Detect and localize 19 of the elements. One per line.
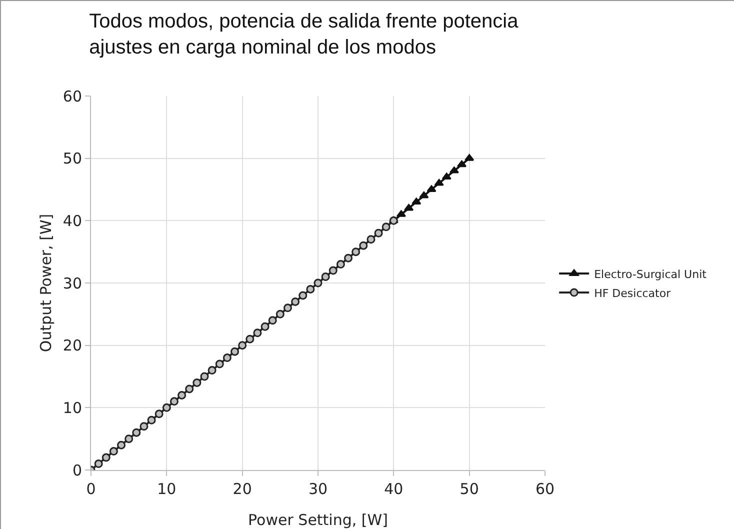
x-tick-label: 50 (460, 480, 479, 498)
y-tick-label: 60 (62, 87, 82, 106)
y-tick-label: 40 (62, 212, 82, 230)
y-tick-label: 0 (72, 461, 82, 480)
x-tick-label: 0 (86, 480, 96, 498)
legend-label: Electro-Surgical Unit (594, 268, 708, 281)
legend-label: HF Desiccator (594, 286, 672, 300)
y-tick-label: 20 (62, 336, 82, 355)
x-tick-label: 20 (232, 480, 252, 498)
x-tick-label: 40 (384, 480, 404, 498)
x-axis-title: Power Setting, [W] (248, 511, 388, 529)
y-tick-label: 30 (62, 274, 82, 292)
x-tick-label: 30 (308, 480, 328, 498)
x-tick-label: 60 (535, 480, 555, 498)
y-tick-label: 10 (62, 398, 82, 417)
y-tick-label: 50 (62, 150, 82, 168)
chart-title: Todos modos, potencia de salida frente potencia ajustes en carga nominal de los modos (89, 10, 520, 58)
x-tick-label: 10 (157, 480, 176, 498)
y-axis-title: Output Power, [W] (37, 214, 55, 352)
